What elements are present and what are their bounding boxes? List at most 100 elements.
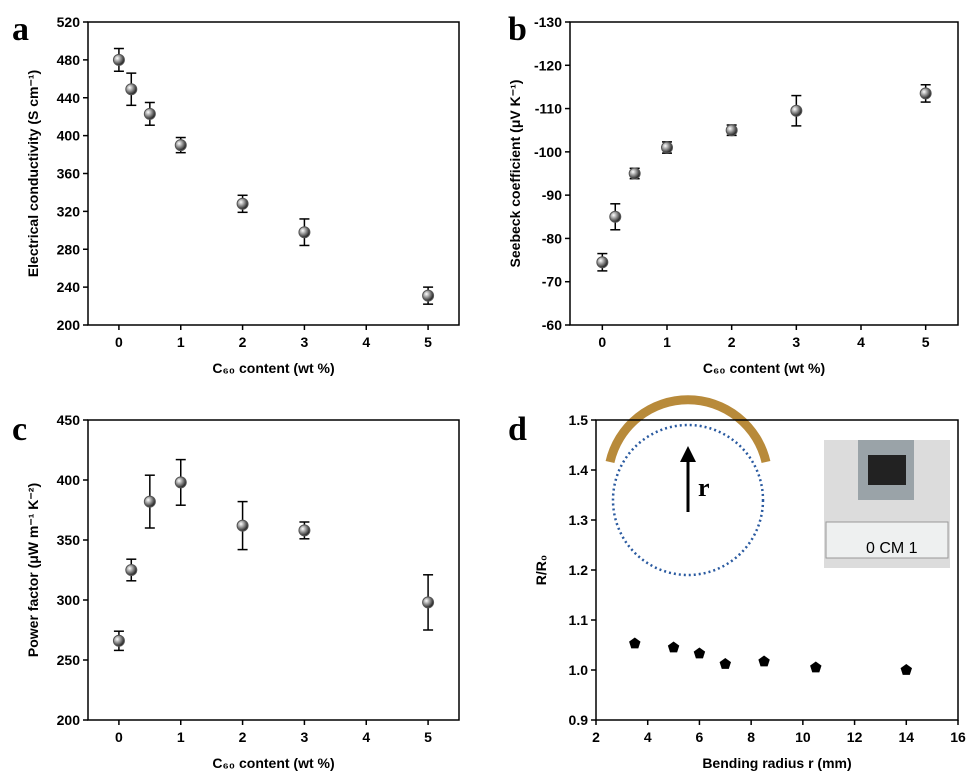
y-tick-label: 480 <box>57 52 81 68</box>
x-tick-label: 4 <box>857 334 865 350</box>
y-tick-label: 400 <box>57 128 81 144</box>
y-axis-label: Seebeck coefficient (μV K⁻¹) <box>507 80 523 268</box>
data-point <box>628 167 641 180</box>
data-point <box>422 289 435 302</box>
data-point <box>174 476 187 489</box>
y-tick-label: -80 <box>542 230 562 246</box>
data-point <box>596 256 609 269</box>
x-axis-label: C₆₀ content (wt %) <box>212 360 334 376</box>
x-tick-label: 3 <box>301 729 309 745</box>
x-tick-label: 2 <box>239 334 247 350</box>
data-point <box>693 647 706 659</box>
x-tick-label: 0 <box>598 334 606 350</box>
data-point <box>112 634 125 647</box>
data-point <box>900 664 912 675</box>
plot-frame <box>87 21 460 326</box>
x-tick-label: 4 <box>362 729 370 745</box>
x-tick-label: 12 <box>847 729 863 745</box>
data-point <box>810 661 822 673</box>
y-tick-label: 520 <box>57 14 81 30</box>
plot-frame <box>569 21 959 326</box>
data-point <box>719 658 731 669</box>
panel-label: c <box>12 411 27 448</box>
radius-label: r <box>698 473 710 502</box>
y-tick-label: 200 <box>57 317 81 333</box>
x-tick-label: 1 <box>177 334 185 350</box>
y-tick-label: 450 <box>57 412 81 428</box>
data-point <box>236 197 249 210</box>
data-point <box>790 104 803 117</box>
data-point <box>609 210 622 223</box>
x-tick-label: 2 <box>592 729 600 745</box>
y-axis-label: R/R₀ <box>533 555 549 585</box>
y-tick-label: -130 <box>534 14 562 30</box>
data-point <box>112 53 125 66</box>
data-point <box>143 107 156 120</box>
data-point <box>298 524 311 537</box>
y-tick-label: 1.2 <box>569 562 589 578</box>
x-tick-label: 1 <box>177 729 185 745</box>
data-point <box>236 519 249 532</box>
y-tick-label: 360 <box>57 166 81 182</box>
data-point <box>174 139 187 152</box>
y-tick-label: 1.3 <box>569 512 589 528</box>
data-point <box>758 655 770 667</box>
data-point <box>629 637 641 649</box>
data-point <box>125 564 138 576</box>
panel-label: d <box>508 411 527 448</box>
plot-frame <box>87 419 460 721</box>
x-axis-label: Bending radius r (mm) <box>702 755 851 771</box>
x-tick-label: 4 <box>362 334 370 350</box>
data-point <box>422 596 435 609</box>
data-point <box>298 226 311 239</box>
data-point <box>125 83 138 96</box>
y-tick-label: 250 <box>57 652 81 668</box>
y-tick-label: -120 <box>534 57 562 73</box>
x-tick-label: 16 <box>950 729 966 745</box>
x-tick-label: 0 <box>115 334 123 350</box>
y-tick-label: 1.0 <box>569 662 589 678</box>
x-tick-label: 5 <box>424 334 432 350</box>
x-tick-label: 2 <box>728 334 736 350</box>
x-tick-label: 3 <box>792 334 800 350</box>
x-tick-label: 2 <box>239 729 247 745</box>
bending-schematic <box>605 395 771 577</box>
y-tick-label: 1.5 <box>569 412 589 428</box>
y-axis-label: Power factor (μW m⁻¹ K⁻²) <box>25 483 41 657</box>
x-tick-label: 0 <box>115 729 123 745</box>
y-tick-label: -70 <box>542 274 562 290</box>
photo-inset <box>824 440 950 568</box>
x-tick-label: 6 <box>696 729 704 745</box>
data-point <box>667 641 680 653</box>
y-tick-label: 280 <box>57 241 81 257</box>
panel-label: a <box>12 11 29 48</box>
y-tick-label: 240 <box>57 279 81 295</box>
x-tick-label: 3 <box>301 334 309 350</box>
y-tick-label: -60 <box>542 317 562 333</box>
data-point <box>661 141 673 154</box>
y-tick-label: 350 <box>57 532 81 548</box>
y-tick-label: 0.9 <box>569 712 589 728</box>
x-axis-label: C₆₀ content (wt %) <box>703 360 825 376</box>
y-tick-label: 320 <box>57 203 81 219</box>
y-tick-label: 400 <box>57 472 81 488</box>
x-tick-label: 14 <box>898 729 914 745</box>
ruler-text: 0 CM 1 <box>866 540 918 557</box>
x-tick-label: 5 <box>424 729 432 745</box>
y-tick-label: 200 <box>57 712 81 728</box>
x-axis-label: C₆₀ content (wt %) <box>212 755 334 771</box>
y-tick-label: 300 <box>57 592 81 608</box>
data-point <box>725 124 738 137</box>
x-tick-label: 4 <box>644 729 652 745</box>
x-tick-label: 10 <box>795 729 811 745</box>
y-tick-label: 1.1 <box>569 612 589 628</box>
data-point <box>143 495 156 508</box>
y-tick-label: 440 <box>57 90 81 106</box>
x-tick-label: 8 <box>747 729 755 745</box>
x-tick-label: 1 <box>663 334 671 350</box>
y-tick-label: -90 <box>542 187 562 203</box>
x-tick-label: 5 <box>922 334 930 350</box>
panel-label: b <box>508 11 527 48</box>
y-tick-label: -100 <box>534 144 562 160</box>
